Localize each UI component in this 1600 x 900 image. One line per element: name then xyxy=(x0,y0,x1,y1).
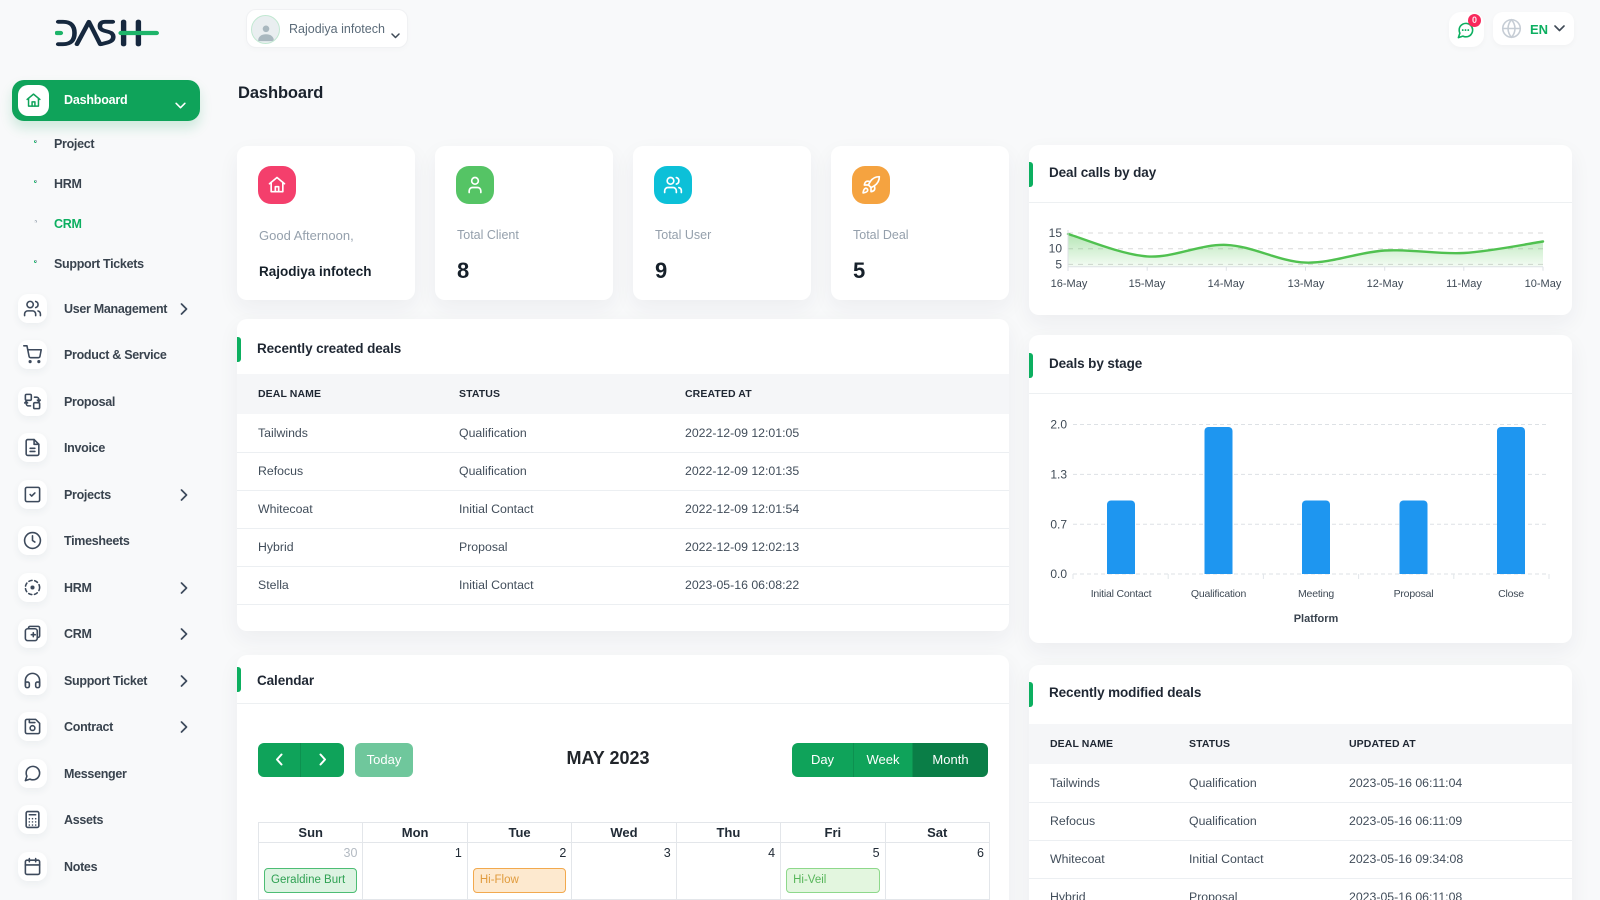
svg-text:Platform: Platform xyxy=(1294,613,1339,625)
svg-text:15: 15 xyxy=(1049,226,1063,240)
svg-text:13-May: 13-May xyxy=(1288,278,1325,290)
svg-text:11-May: 11-May xyxy=(1446,278,1482,290)
svg-text:1.3: 1.3 xyxy=(1050,467,1067,481)
svg-text:15-May: 15-May xyxy=(1129,278,1166,290)
svg-text:10-May: 10-May xyxy=(1525,278,1562,290)
svg-text:2.0: 2.0 xyxy=(1050,418,1067,432)
svg-text:Proposal: Proposal xyxy=(1394,588,1434,600)
svg-text:5: 5 xyxy=(1055,257,1062,271)
svg-text:10: 10 xyxy=(1049,242,1063,256)
svg-text:16-May: 16-May xyxy=(1051,278,1088,290)
svg-text:0.0: 0.0 xyxy=(1050,567,1067,581)
svg-text:Meeting: Meeting xyxy=(1298,588,1334,600)
svg-text:Qualification: Qualification xyxy=(1191,588,1247,600)
svg-text:Close: Close xyxy=(1498,588,1524,600)
svg-text:14-May: 14-May xyxy=(1208,278,1245,290)
svg-text:12-May: 12-May xyxy=(1367,278,1404,290)
svg-text:0.7: 0.7 xyxy=(1050,517,1067,531)
svg-text:Initial Contact: Initial Contact xyxy=(1091,588,1152,600)
